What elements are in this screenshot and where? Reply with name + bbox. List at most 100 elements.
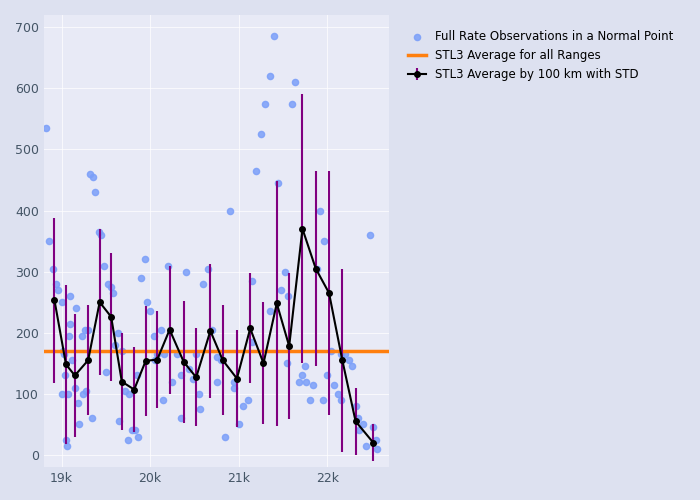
Full Rate Observations in a Normal Point [272, 179, 284, 187]
Full Rate Observations in a Normal Point [59, 350, 70, 358]
Full Rate Observations in a Normal Point [318, 237, 329, 245]
Full Rate Observations in a Normal Point [371, 445, 382, 453]
Full Rate Observations in a Normal Point [290, 78, 301, 86]
Full Rate Observations in a Normal Point [211, 353, 222, 361]
Full Rate Observations in a Normal Point [276, 286, 287, 294]
Full Rate Observations in a Normal Point [336, 396, 347, 404]
Full Rate Observations in a Normal Point [122, 436, 134, 444]
Full Rate Observations in a Normal Point [246, 338, 258, 346]
Full Rate Observations in a Normal Point [83, 326, 94, 334]
Full Rate Observations in a Normal Point [136, 274, 147, 281]
Full Rate Observations in a Normal Point [176, 414, 187, 422]
Full Rate Observations in a Normal Point [155, 326, 167, 334]
Full Rate Observations in a Normal Point [193, 390, 204, 398]
Full Rate Observations in a Normal Point [314, 206, 326, 214]
Full Rate Observations in a Normal Point [300, 362, 311, 370]
Full Rate Observations in a Normal Point [148, 332, 160, 340]
Full Rate Observations in a Normal Point [113, 328, 124, 336]
Full Rate Observations in a Normal Point [52, 286, 64, 294]
Full Rate Observations in a Normal Point [353, 414, 364, 422]
Full Rate Observations in a Normal Point [144, 308, 155, 316]
Full Rate Observations in a Normal Point [224, 206, 235, 214]
Full Rate Observations in a Normal Point [317, 396, 328, 404]
Full Rate Observations in a Normal Point [107, 289, 118, 297]
Full Rate Observations in a Normal Point [109, 341, 120, 349]
Full Rate Observations in a Normal Point [132, 432, 144, 440]
Full Rate Observations in a Normal Point [62, 442, 73, 450]
Full Rate Observations in a Normal Point [322, 372, 333, 380]
Full Rate Observations in a Normal Point [176, 372, 187, 380]
Full Rate Observations in a Normal Point [300, 378, 312, 386]
Full Rate Observations in a Normal Point [130, 426, 141, 434]
Full Rate Observations in a Normal Point [57, 390, 68, 398]
Full Rate Observations in a Normal Point [72, 399, 83, 407]
Full Rate Observations in a Normal Point [202, 264, 214, 272]
Full Rate Observations in a Normal Point [370, 436, 382, 444]
Full Rate Observations in a Normal Point [180, 268, 191, 276]
Full Rate Observations in a Normal Point [357, 420, 368, 428]
Full Rate Observations in a Normal Point [142, 298, 153, 306]
Full Rate Observations in a Normal Point [80, 387, 92, 395]
Full Rate Observations in a Normal Point [40, 124, 51, 132]
Full Rate Observations in a Normal Point [132, 372, 143, 380]
Full Rate Observations in a Normal Point [237, 402, 248, 410]
Full Rate Observations in a Normal Point [187, 374, 198, 382]
Full Rate Observations in a Normal Point [260, 100, 271, 108]
Full Rate Observations in a Normal Point [229, 384, 240, 392]
Full Rate Observations in a Normal Point [152, 350, 163, 358]
Full Rate Observations in a Normal Point [139, 256, 150, 264]
Full Rate Observations in a Normal Point [206, 326, 218, 334]
Full Rate Observations in a Normal Point [63, 332, 74, 340]
Full Rate Observations in a Normal Point [43, 237, 55, 245]
Full Rate Observations in a Normal Point [269, 32, 280, 40]
Full Rate Observations in a Normal Point [307, 380, 318, 388]
Full Rate Observations in a Normal Point [194, 405, 205, 413]
Full Rate Observations in a Normal Point [233, 420, 244, 428]
Full Rate Observations in a Normal Point [329, 380, 340, 388]
Full Rate Observations in a Normal Point [286, 100, 297, 108]
Full Rate Observations in a Normal Point [171, 350, 182, 358]
Full Rate Observations in a Normal Point [279, 268, 290, 276]
Full Rate Observations in a Normal Point [190, 350, 202, 358]
Full Rate Observations in a Normal Point [211, 378, 222, 386]
Full Rate Observations in a Normal Point [65, 320, 76, 328]
Full Rate Observations in a Normal Point [149, 356, 160, 364]
Full Rate Observations in a Normal Point [251, 167, 262, 175]
Full Rate Observations in a Normal Point [56, 298, 67, 306]
Full Rate Observations in a Normal Point [360, 442, 372, 450]
Full Rate Observations in a Normal Point [343, 356, 354, 364]
Full Rate Observations in a Normal Point [60, 436, 71, 444]
Full Rate Observations in a Normal Point [364, 231, 375, 239]
Full Rate Observations in a Normal Point [162, 262, 174, 270]
Full Rate Observations in a Normal Point [293, 378, 304, 386]
Full Rate Observations in a Normal Point [216, 356, 227, 364]
Full Rate Observations in a Normal Point [311, 264, 322, 272]
Full Rate Observations in a Normal Point [77, 390, 88, 398]
Full Rate Observations in a Normal Point [90, 188, 101, 196]
Full Rate Observations in a Normal Point [350, 402, 361, 410]
Full Rate Observations in a Normal Point [62, 390, 74, 398]
Full Rate Observations in a Normal Point [57, 347, 69, 355]
Full Rate Observations in a Normal Point [354, 426, 365, 434]
Full Rate Observations in a Normal Point [86, 414, 97, 422]
Full Rate Observations in a Normal Point [335, 350, 346, 358]
Full Rate Observations in a Normal Point [93, 228, 104, 236]
Full Rate Observations in a Normal Point [74, 420, 85, 428]
Full Rate Observations in a Normal Point [70, 304, 81, 312]
Full Rate Observations in a Normal Point [332, 390, 344, 398]
Full Rate Observations in a Normal Point [183, 366, 195, 374]
Full Rate Observations in a Normal Point [116, 347, 127, 355]
Full Rate Observations in a Normal Point [242, 396, 253, 404]
Full Rate Observations in a Normal Point [326, 347, 337, 355]
Full Rate Observations in a Normal Point [159, 350, 170, 358]
Full Rate Observations in a Normal Point [79, 326, 90, 334]
Full Rate Observations in a Normal Point [100, 368, 111, 376]
Full Rate Observations in a Normal Point [66, 356, 78, 364]
Full Rate Observations in a Normal Point [346, 362, 358, 370]
Full Rate Observations in a Normal Point [84, 170, 95, 178]
Full Rate Observations in a Normal Point [158, 396, 169, 404]
Full Rate Observations in a Normal Point [120, 387, 131, 395]
Legend: Full Rate Observations in a Normal Point, STL3 Average for all Ranges, STL3 Aver: Full Rate Observations in a Normal Point… [398, 21, 683, 90]
Full Rate Observations in a Normal Point [220, 432, 231, 440]
Full Rate Observations in a Normal Point [96, 231, 107, 239]
